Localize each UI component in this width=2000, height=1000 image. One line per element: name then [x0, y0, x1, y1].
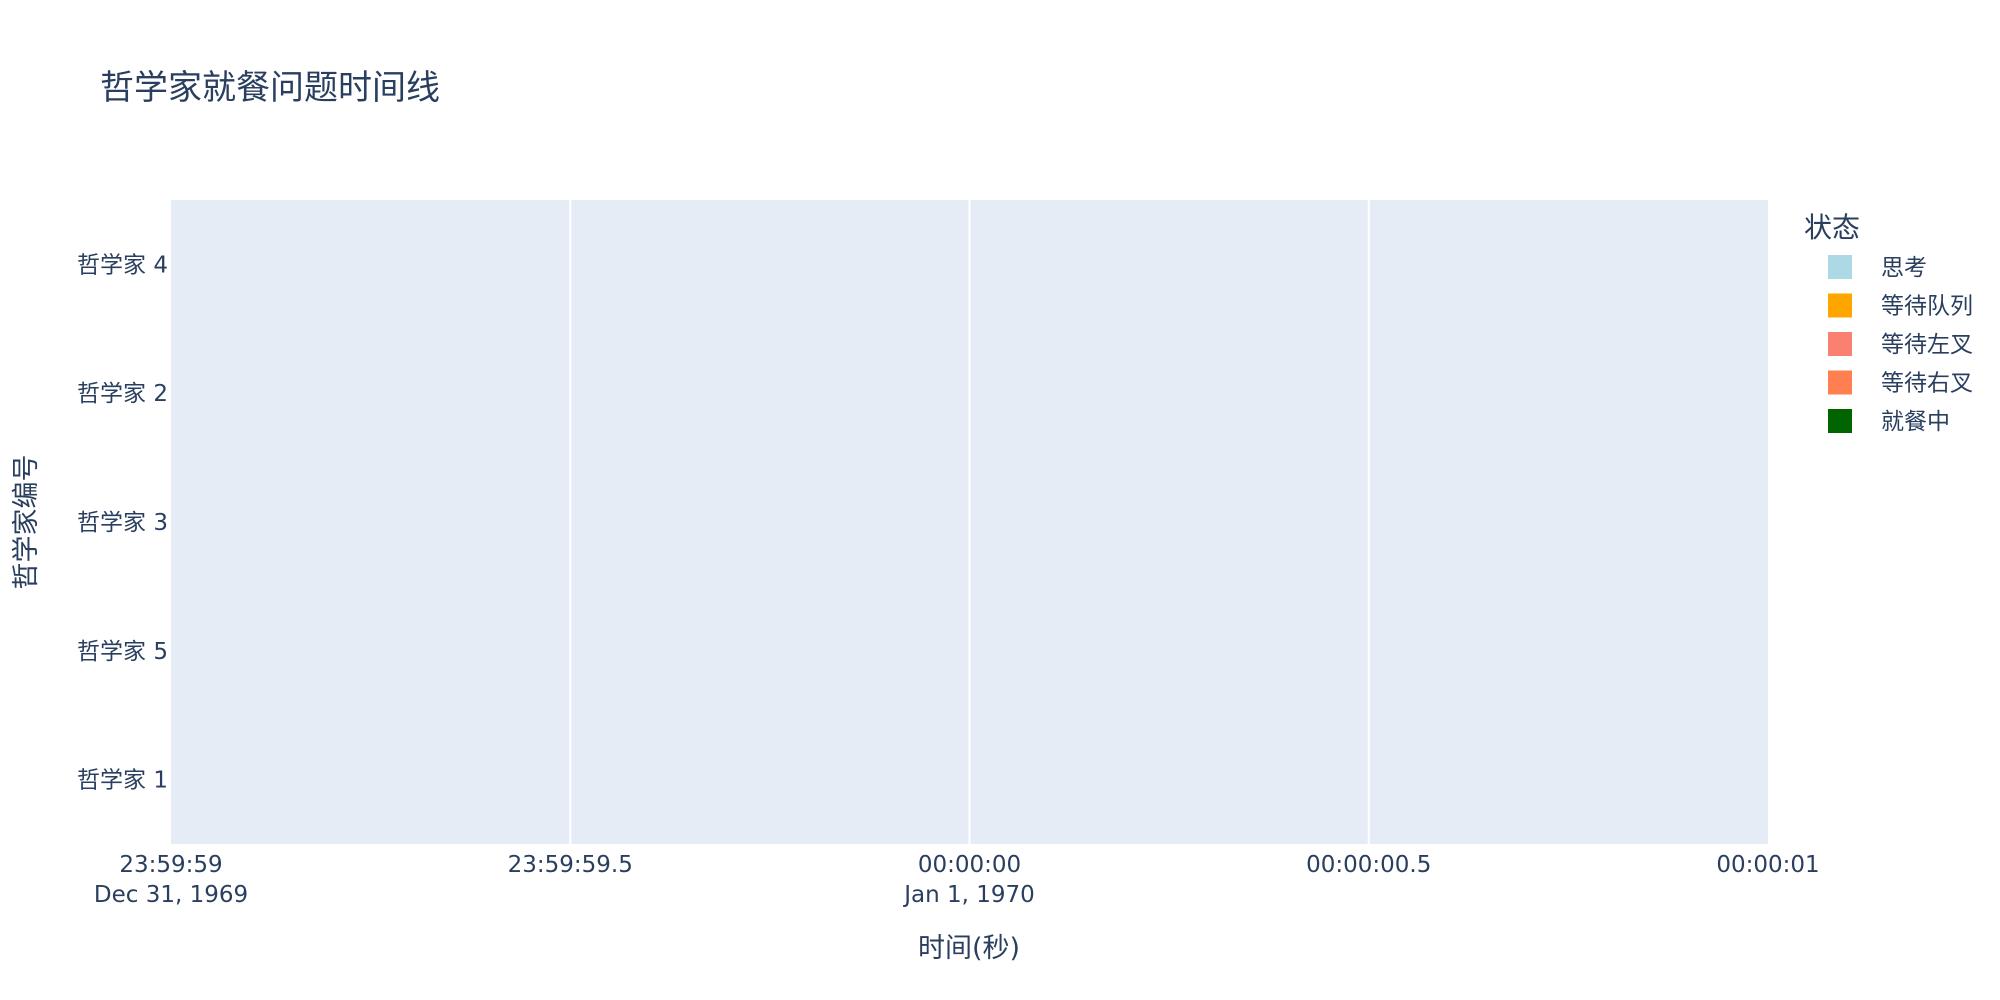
legend-swatch [1828, 293, 1852, 318]
legend-label[interactable]: 等待队列 [1881, 294, 1973, 320]
y-tick-label: 哲学家 2 [77, 381, 168, 407]
x-tick-label: 00:00:00.5 [1306, 852, 1431, 878]
legend-swatch [1828, 255, 1852, 279]
y-axis-title: 哲学家编号 [11, 455, 42, 590]
legend-swatch [1828, 409, 1852, 433]
x-tick-labels: 23:59:59 Dec 31, 1969 23:59:59.5 00:00:00 Ja… [94, 852, 1820, 908]
legend-label[interactable]: 思考 [1881, 255, 1927, 281]
legend-label[interactable]: 就餐中 [1881, 409, 1950, 435]
x-tick-date-label: Dec 31, 1969 [94, 882, 248, 908]
legend-swatch [1828, 370, 1852, 395]
x-tick-label: 00:00:01 [1716, 852, 1819, 878]
y-tick-label: 哲学家 3 [77, 510, 168, 536]
x-tick-label: 00:00:00 [918, 852, 1021, 878]
legend-title: 状态 [1804, 211, 1860, 244]
y-tick-labels: 哲学家 4 哲学家 2 哲学家 3 哲学家 5 哲学家 1 [77, 252, 168, 793]
x-axis-title: 时间(秒) [918, 933, 1020, 964]
y-tick-label: 哲学家 5 [77, 639, 168, 665]
chart-title: 哲学家就餐问题时间线 [100, 68, 440, 108]
legend-label[interactable]: 等待右叉 [1881, 371, 1973, 397]
x-tick-label: 23:59:59 [119, 852, 222, 878]
y-tick-label: 哲学家 4 [77, 252, 168, 278]
legend-swatch [1828, 332, 1852, 356]
x-tick-label: 23:59:59.5 [508, 852, 633, 878]
y-tick-label: 哲学家 1 [77, 768, 168, 794]
legend-label[interactable]: 等待左叉 [1881, 332, 1973, 358]
x-tick-date-label: Jan 1, 1970 [902, 882, 1035, 908]
